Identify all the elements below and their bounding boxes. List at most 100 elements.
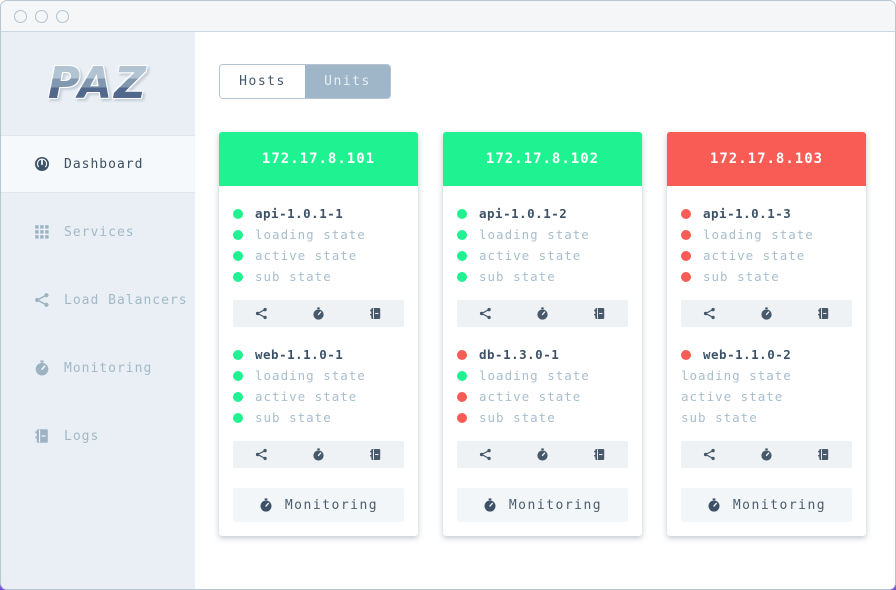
app-body: PAZ Dashboard Services Load Balancers M [1, 32, 895, 589]
unit-state-row: sub state [681, 266, 852, 287]
minimize-button[interactable] [35, 9, 48, 23]
unit-action-bar [233, 441, 404, 468]
close-button[interactable] [14, 9, 27, 23]
share-action-button[interactable] [466, 441, 506, 468]
unit-action-bar [681, 300, 852, 327]
state-dot [233, 370, 243, 381]
unit-status-dot [457, 208, 467, 219]
unit-states: loading state active state sub state [457, 224, 628, 287]
unit-state-row: sub state [233, 407, 404, 428]
state-label: active state [703, 248, 806, 263]
journal-action-button[interactable] [804, 300, 844, 327]
unit-action-bar [233, 300, 404, 327]
unit-title-row: web-1.1.0-2 [681, 344, 852, 365]
stopwatch-action-button[interactable] [523, 441, 563, 468]
unit-states: loading state active state sub state [233, 224, 404, 287]
sidebar-item-load-balancers[interactable]: Load Balancers [1, 271, 195, 329]
host-card: 172.17.8.103 api-1.0.1-3 loading state a… [667, 132, 866, 536]
sidebar-item-label: Load Balancers [64, 292, 188, 308]
journal-action-button[interactable] [580, 300, 620, 327]
share-action-button[interactable] [690, 300, 730, 327]
state-dot [681, 271, 691, 282]
unit-state-row: sub state [457, 266, 628, 287]
unit-title-row: api-1.0.1-2 [457, 203, 628, 224]
sidebar-item-monitoring[interactable]: Monitoring [1, 339, 195, 397]
unit-state-row: loading state [681, 365, 852, 386]
unit-status-dot [681, 349, 691, 360]
monitoring-button-label: Monitoring [284, 497, 379, 513]
journal-action-button[interactable] [580, 441, 620, 468]
stopwatch-action-button[interactable] [747, 441, 787, 468]
unit-state-row: sub state [457, 407, 628, 428]
state-dot [681, 229, 691, 240]
stopwatch-icon [483, 498, 497, 512]
stopwatch-icon [34, 360, 50, 376]
state-label: sub state [479, 269, 556, 284]
sidebar-item-dashboard[interactable]: Dashboard [1, 135, 195, 193]
state-dot [233, 391, 243, 402]
state-label: active state [255, 248, 358, 263]
share-action-button[interactable] [466, 300, 506, 327]
logo-text: PAZ [47, 57, 149, 109]
stopwatch-action-button[interactable] [747, 300, 787, 327]
view-toggle: Hosts Units [219, 64, 391, 99]
host-card: 172.17.8.101 api-1.0.1-1 loading state a… [219, 132, 418, 536]
journal-icon [817, 448, 830, 461]
journal-action-button[interactable] [804, 441, 844, 468]
unit-title-row: api-1.0.1-3 [681, 203, 852, 224]
unit-name: api-1.0.1-1 [255, 206, 344, 221]
state-label: active state [681, 389, 784, 404]
state-dot [233, 250, 243, 261]
gauge-icon [34, 156, 50, 172]
share-action-button[interactable] [242, 441, 282, 468]
journal-action-button[interactable] [356, 441, 396, 468]
state-label: sub state [703, 269, 780, 284]
maximize-button[interactable] [56, 9, 69, 23]
tab-hosts[interactable]: Hosts [220, 65, 305, 98]
unit-block: db-1.3.0-1 loading state active state su… [443, 327, 642, 428]
journal-icon [369, 307, 382, 320]
stopwatch-icon [536, 307, 549, 320]
sidebar-item-services[interactable]: Services [1, 203, 195, 261]
share-action-button[interactable] [242, 300, 282, 327]
share-icon [479, 307, 492, 320]
unit-states: loading state active state sub state [457, 365, 628, 428]
share-action-button[interactable] [690, 441, 730, 468]
stopwatch-action-button[interactable] [299, 300, 339, 327]
journal-icon [34, 428, 50, 444]
monitoring-button-label: Monitoring [508, 497, 603, 513]
journal-action-button[interactable] [356, 300, 396, 327]
sidebar-item-label: Services [64, 224, 135, 240]
stopwatch-action-button[interactable] [299, 441, 339, 468]
stopwatch-icon [707, 498, 721, 512]
share-icon [703, 448, 716, 461]
unit-state-row: active state [681, 245, 852, 266]
state-label: sub state [255, 269, 332, 284]
stopwatch-action-button[interactable] [523, 300, 563, 327]
unit-state-row: loading state [681, 224, 852, 245]
unit-state-row: sub state [233, 266, 404, 287]
logo: PAZ [1, 32, 195, 135]
unit-name: web-1.1.0-1 [255, 347, 344, 362]
host-card: 172.17.8.102 api-1.0.1-2 loading state a… [443, 132, 642, 536]
journal-icon [369, 448, 382, 461]
monitoring-button[interactable]: Monitoring [681, 488, 852, 522]
monitoring-button[interactable]: Monitoring [233, 488, 404, 522]
stopwatch-icon [312, 448, 325, 461]
state-dot [457, 250, 467, 261]
sidebar-item-logs[interactable]: Logs [1, 407, 195, 465]
unit-block: api-1.0.1-2 loading state active state s… [443, 186, 642, 287]
unit-status-dot [233, 208, 243, 219]
state-label: active state [255, 389, 358, 404]
host-units: api-1.0.1-3 loading state active state s… [667, 186, 866, 468]
tab-units[interactable]: Units [305, 65, 390, 98]
unit-name: api-1.0.1-2 [479, 206, 568, 221]
state-label: loading state [479, 368, 590, 383]
state-dot [233, 271, 243, 282]
state-label: loading state [255, 368, 366, 383]
unit-action-bar [681, 441, 852, 468]
state-dot [457, 229, 467, 240]
host-header: 172.17.8.103 [667, 132, 866, 186]
unit-state-row: sub state [681, 407, 852, 428]
monitoring-button[interactable]: Monitoring [457, 488, 628, 522]
